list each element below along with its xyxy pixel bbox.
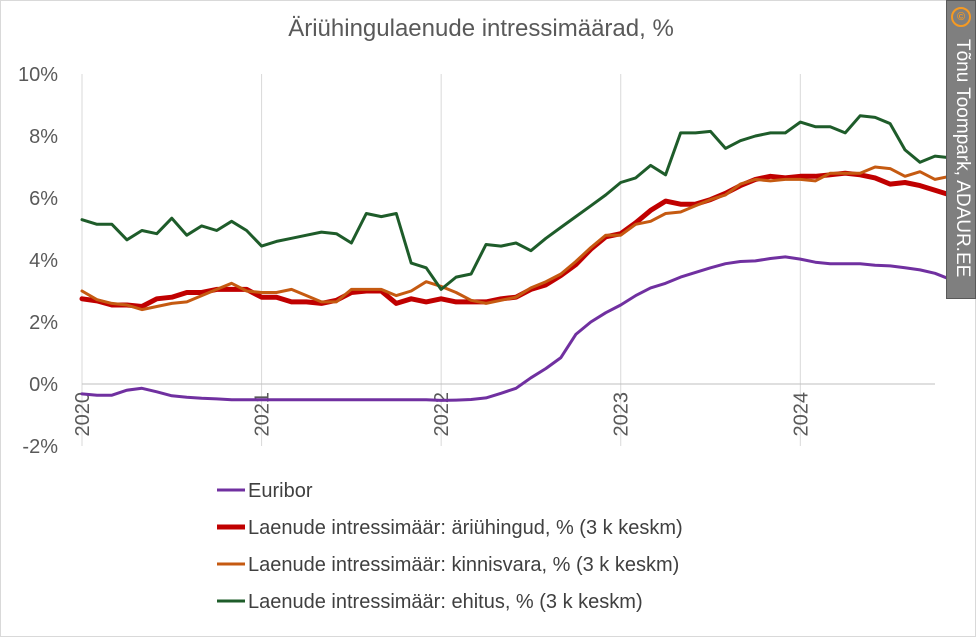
y-tick-label: 4%	[29, 250, 58, 272]
x-tick-label: 2020	[72, 392, 94, 437]
legend-label-3: Laenude intressimäär: ehitus, % (3 k kes…	[248, 591, 643, 613]
y-tick-label: -2%	[22, 436, 58, 458]
y-tick-label: 2%	[29, 312, 58, 334]
y-tick-label: 8%	[29, 126, 58, 148]
series-line-3	[80, 114, 952, 291]
legend: Euribor Laenude intressimäär: äriühingud,…	[217, 480, 683, 613]
y-tick-label: 10%	[18, 64, 58, 86]
legend-label-0: Euribor	[248, 480, 313, 502]
series-lines	[79, 114, 967, 402]
series-line-1	[79, 170, 953, 309]
gridlines	[81, 74, 801, 446]
series-line-2	[80, 165, 952, 312]
chart-title: Äriühingulaenude intressimäärad, %	[288, 15, 674, 42]
credit-text: Tõnu Toompark, ADAUR.EE	[952, 39, 973, 278]
x-tick-label: 2023	[611, 392, 633, 437]
x-tick-label: 2021	[252, 392, 274, 437]
y-tick-label: 0%	[29, 374, 58, 396]
series-line-0	[80, 255, 967, 402]
legend-label-2: Laenude intressimäär: kinnisvara, % (3 k…	[248, 554, 679, 576]
y-tick-label: 6%	[29, 188, 58, 210]
credit-banner: © Tõnu Toompark, ADAUR.EE	[946, 0, 976, 299]
copyright-icon: ©	[951, 7, 971, 27]
legend-label-1: Laenude intressimäär: äriühingud, % (3 k…	[248, 517, 683, 539]
x-tick-label: 2022	[431, 392, 453, 437]
x-tick-label: 2024	[790, 392, 812, 437]
axes: -2% 0% 2% 4% 6% 8% 10% 2020 2021 2022 2023 2024	[18, 64, 935, 458]
